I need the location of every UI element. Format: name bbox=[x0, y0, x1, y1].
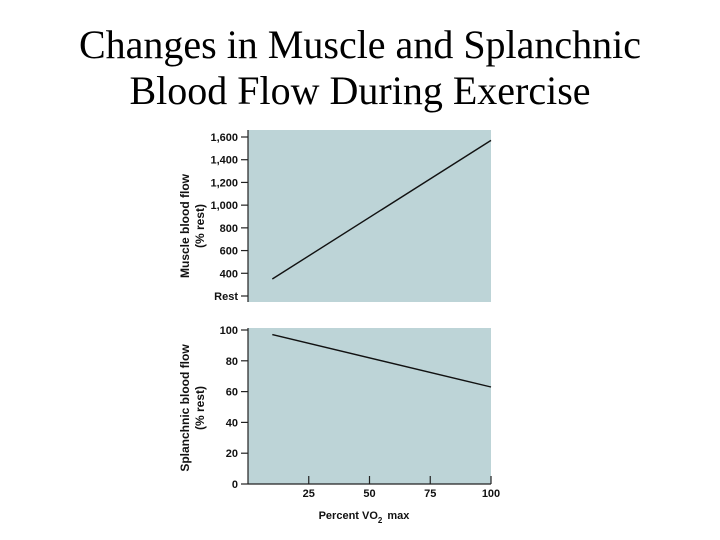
slide-title: Changes in Muscle and Splanchnic Blood F… bbox=[0, 22, 720, 114]
splanchnic-ylabel-line1: Splanchnic blood flow bbox=[178, 344, 192, 472]
splanchnic-ytick-label: 40 bbox=[226, 417, 238, 429]
xtick-label: 75 bbox=[424, 488, 436, 500]
muscle-flow-line bbox=[271, 139, 492, 280]
muscle-ytick-label: Rest bbox=[214, 291, 238, 303]
splanchnic-ytick-label: 100 bbox=[220, 325, 238, 337]
x-axis-label-suffix: max bbox=[387, 510, 410, 522]
muscle-ytick-label: 800 bbox=[220, 223, 238, 235]
muscle-ytick-label: 1,600 bbox=[210, 132, 238, 144]
splanchnic-ytick-label: 0 bbox=[232, 479, 238, 491]
splanchnic-ylabel-line2: (% rest) bbox=[193, 386, 207, 430]
x-axis-label-main: Percent VO bbox=[319, 510, 379, 522]
muscle-ylabel-line2: (% rest) bbox=[193, 204, 207, 248]
muscle-ylabel-line1: Muscle blood flow bbox=[178, 173, 192, 278]
x-axis-label: Percent VO2 max bbox=[319, 510, 411, 525]
xtick-label: 50 bbox=[363, 488, 375, 500]
title-line-2: Blood Flow During Exercise bbox=[129, 68, 591, 113]
muscle-ytick-label: 1,200 bbox=[210, 177, 238, 189]
splanchnic-flow-line bbox=[272, 333, 492, 388]
splanchnic-plot-background bbox=[248, 328, 491, 484]
muscle-ytick-label: 1,400 bbox=[210, 155, 238, 167]
muscle-plot-background bbox=[248, 130, 491, 302]
muscle-ytick-label: 400 bbox=[220, 268, 238, 280]
muscle-flow-panel: Rest 400 600 800 1,000 1,200 1,400 1,600 Muscle… bbox=[178, 130, 492, 303]
muscle-ytick-label: 600 bbox=[220, 246, 238, 258]
muscle-ytick-label: 1,000 bbox=[210, 200, 238, 212]
splanchnic-ytick-label: 20 bbox=[226, 448, 238, 460]
title-line-1: Changes in Muscle and Splanchnic bbox=[78, 22, 642, 67]
x-axis-label-subscript: 2 bbox=[378, 516, 383, 525]
splanchnic-ytick-label: 60 bbox=[226, 387, 238, 399]
splanchnic-flow-panel: 0 20 40 60 80 100 25 50 75 100 Splanchnic blood … bbox=[178, 325, 500, 525]
splanchnic-ytick-label: 80 bbox=[226, 356, 238, 368]
xtick-label: 100 bbox=[482, 488, 500, 500]
xtick-label: 25 bbox=[303, 488, 315, 500]
